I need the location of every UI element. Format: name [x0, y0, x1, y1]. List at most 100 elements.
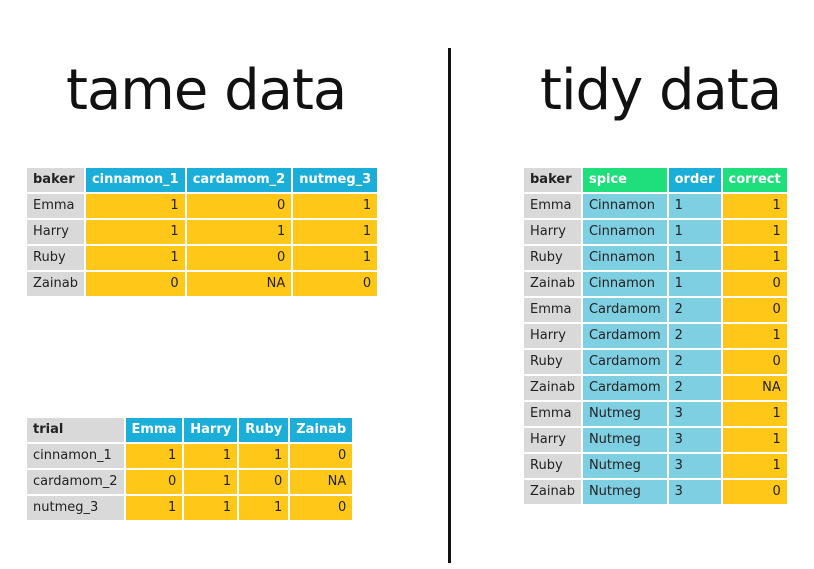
tame-bakers-row: Emma 1 0 1	[27, 194, 378, 218]
tidy-row: Zainab Nutmeg 3 0	[524, 480, 787, 504]
tidy-cell-spice: Nutmeg	[582, 454, 667, 478]
tame-trials-cell-trial: cardamom_2	[27, 470, 124, 494]
tame-bakers-cell-baker: Harry	[27, 220, 84, 244]
tidy-cell-baker: Harry	[524, 428, 581, 452]
tidy-cell-order: 3	[668, 454, 721, 478]
tidy-cell-correct: 0	[722, 480, 787, 504]
tame-bakers-cell-baker: Zainab	[27, 272, 84, 296]
tame-trials-cell-ruby: 0	[239, 470, 289, 494]
tidy-row: Zainab Cardamom 2 NA	[524, 376, 787, 400]
tidy-cell-baker: Emma	[524, 402, 581, 426]
tame-trials-row: nutmeg_3 1 1 1 0	[27, 496, 353, 520]
tame-trials-cell-ruby: 1	[239, 496, 289, 520]
tidy-cell-correct: 0	[722, 272, 787, 296]
tame-bakers-cell-nutmeg-3: 1	[293, 246, 378, 270]
tame-bakers-header-nutmeg-3: nutmeg_3	[293, 168, 378, 192]
tidy-row: Emma Cinnamon 1 1	[524, 194, 787, 218]
tidy-cell-order: 1	[668, 194, 721, 218]
tidy-cell-correct: 1	[722, 246, 787, 270]
tidy-row: Harry Cardamom 2 1	[524, 324, 787, 348]
tidy-header-baker: baker	[524, 168, 581, 192]
tame-bakers-header-baker: baker	[27, 168, 84, 192]
tame-bakers-row: Zainab 0 NA 0	[27, 272, 378, 296]
tidy-data-title: tidy data	[540, 58, 782, 123]
tidy-cell-baker: Ruby	[524, 454, 581, 478]
tame-trials-cell-trial: cinnamon_1	[27, 444, 124, 468]
tidy-cell-spice: Cardamom	[582, 376, 667, 400]
tidy-cell-order: 2	[668, 324, 721, 348]
tidy-table: baker spice order correct Emma Cinnamon 1 1 Harr…	[522, 166, 789, 506]
tame-bakers-cell-baker: Ruby	[27, 246, 84, 270]
tame-trials-cell-emma: 1	[125, 496, 183, 520]
tame-bakers-cell-cinnamon-1: 1	[85, 194, 185, 218]
tidy-cell-spice: Nutmeg	[582, 428, 667, 452]
tidy-row: Harry Nutmeg 3 1	[524, 428, 787, 452]
tame-bakers-cell-cinnamon-1: 0	[85, 272, 185, 296]
tame-trials-header-harry: Harry	[184, 418, 238, 442]
tidy-row: Emma Nutmeg 3 1	[524, 402, 787, 426]
tame-bakers-cell-nutmeg-3: 0	[293, 272, 378, 296]
tame-bakers-row: Harry 1 1 1	[27, 220, 378, 244]
tidy-cell-correct: 0	[722, 298, 787, 322]
tidy-cell-order: 1	[668, 220, 721, 244]
tame-trials-cell-zainab: 0	[290, 496, 353, 520]
tidy-cell-baker: Zainab	[524, 272, 581, 296]
tame-trials-header-trial: trial	[27, 418, 124, 442]
tame-trials-header-row: trial Emma Harry Ruby Zainab	[27, 418, 353, 442]
tame-bakers-header-cardamom-2: cardamom_2	[186, 168, 292, 192]
tame-trials-cell-zainab: 0	[290, 444, 353, 468]
tame-bakers-cell-cinnamon-1: 1	[85, 246, 185, 270]
tidy-row: Harry Cinnamon 1 1	[524, 220, 787, 244]
tidy-cell-baker: Zainab	[524, 376, 581, 400]
tidy-cell-spice: Cardamom	[582, 350, 667, 374]
tidy-cell-baker: Harry	[524, 324, 581, 348]
tame-trials-header-emma: Emma	[125, 418, 183, 442]
tidy-header-spice: spice	[582, 168, 667, 192]
tame-bakers-cell-cardamom-2: 0	[186, 194, 292, 218]
tidy-cell-spice: Nutmeg	[582, 402, 667, 426]
tidy-cell-order: 1	[668, 246, 721, 270]
tame-bakers-cell-cardamom-2: 1	[186, 220, 292, 244]
tidy-row: Ruby Nutmeg 3 1	[524, 454, 787, 478]
tidy-cell-correct: 1	[722, 402, 787, 426]
tidy-cell-order: 1	[668, 272, 721, 296]
tame-bakers-cell-cardamom-2: NA	[186, 272, 292, 296]
tame-trials-cell-ruby: 1	[239, 444, 289, 468]
tidy-cell-spice: Cinnamon	[582, 194, 667, 218]
tame-bakers-cell-nutmeg-3: 1	[293, 194, 378, 218]
tame-trials-row: cardamom_2 0 1 0 NA	[27, 470, 353, 494]
tidy-cell-order: 3	[668, 402, 721, 426]
tame-trials-cell-trial: nutmeg_3	[27, 496, 124, 520]
tame-trials-cell-harry: 1	[184, 444, 238, 468]
tidy-header-row: baker spice order correct	[524, 168, 787, 192]
tame-trials-row: cinnamon_1 1 1 1 0	[27, 444, 353, 468]
tidy-cell-spice: Cardamom	[582, 324, 667, 348]
tidy-row: Ruby Cinnamon 1 1	[524, 246, 787, 270]
tame-trials-table: trial Emma Harry Ruby Zainab cinnamon_1 1 1 1 0 ca…	[25, 416, 354, 522]
tame-data-title: tame data	[66, 58, 347, 123]
tidy-cell-baker: Emma	[524, 194, 581, 218]
tidy-row: Zainab Cinnamon 1 0	[524, 272, 787, 296]
tidy-cell-correct: 1	[722, 428, 787, 452]
tame-trials-cell-emma: 0	[125, 470, 183, 494]
tidy-header-order: order	[668, 168, 721, 192]
tidy-header-correct: correct	[722, 168, 787, 192]
tame-trials-cell-harry: 1	[184, 470, 238, 494]
tidy-cell-order: 2	[668, 298, 721, 322]
tidy-row: Ruby Cardamom 2 0	[524, 350, 787, 374]
tidy-cell-spice: Cinnamon	[582, 220, 667, 244]
tame-bakers-cell-cinnamon-1: 1	[85, 220, 185, 244]
tidy-cell-order: 3	[668, 480, 721, 504]
tidy-cell-correct: 0	[722, 350, 787, 374]
tame-trials-cell-emma: 1	[125, 444, 183, 468]
tidy-cell-correct: NA	[722, 376, 787, 400]
tidy-cell-order: 2	[668, 376, 721, 400]
tame-bakers-header-row: baker cinnamon_1 cardamom_2 nutmeg_3	[27, 168, 378, 192]
tidy-cell-baker: Harry	[524, 220, 581, 244]
tame-trials-header-ruby: Ruby	[239, 418, 289, 442]
tidy-cell-order: 2	[668, 350, 721, 374]
tame-bakers-cell-nutmeg-3: 1	[293, 220, 378, 244]
tame-trials-cell-zainab: NA	[290, 470, 353, 494]
tidy-cell-correct: 1	[722, 454, 787, 478]
tidy-cell-spice: Cinnamon	[582, 246, 667, 270]
